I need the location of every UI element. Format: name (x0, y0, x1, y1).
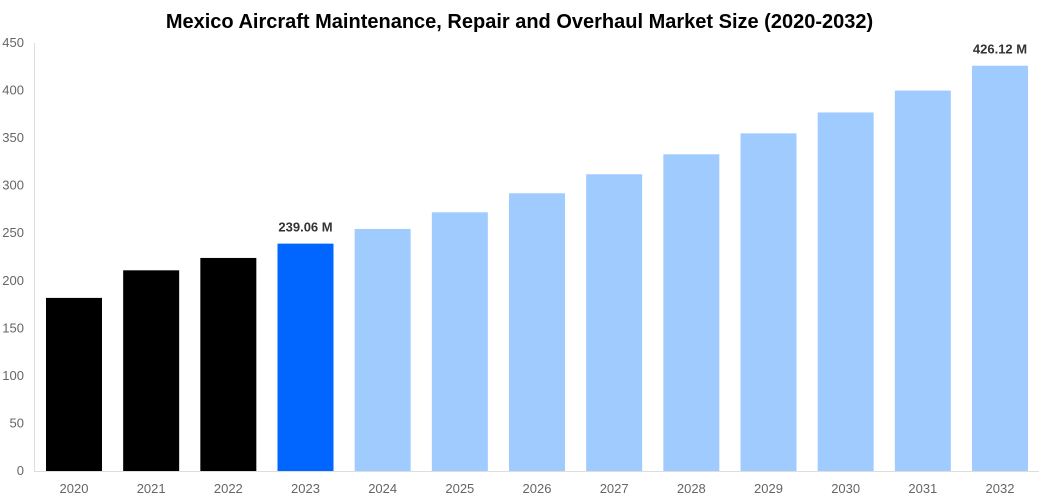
bar-2024 (354, 228, 411, 471)
y-tick-label: 450 (2, 35, 24, 50)
x-tick-label: 2020 (60, 481, 89, 496)
y-tick-label: 50 (10, 415, 24, 430)
y-tick-label: 150 (2, 320, 24, 335)
chart-title: Mexico Aircraft Maintenance, Repair and … (166, 11, 873, 33)
y-tick-label: 200 (2, 273, 24, 288)
x-tick-label: 2021 (137, 481, 166, 496)
x-tick-label: 2022 (214, 481, 243, 496)
y-tick-label: 250 (2, 225, 24, 240)
x-tick-label: 2029 (754, 481, 783, 496)
bar-2028 (663, 154, 720, 471)
x-tick-label: 2027 (600, 481, 629, 496)
bar-2029 (740, 133, 797, 471)
data-label: 239.06 M (278, 220, 332, 235)
x-tick-label: 2025 (445, 481, 474, 496)
y-tick-label: 350 (2, 130, 24, 145)
y-tick-label: 0 (17, 463, 24, 478)
x-tick-label: 2028 (677, 481, 706, 496)
x-tick-label: 2030 (831, 481, 860, 496)
bar-2020 (46, 297, 102, 471)
y-tick-label: 100 (2, 368, 24, 383)
x-tick-label: 2031 (908, 481, 937, 496)
bar-2023 (277, 243, 334, 471)
bar-2022 (200, 257, 257, 471)
x-tick-label: 2024 (368, 481, 397, 496)
y-tick-label: 300 (2, 178, 24, 193)
data-label: 426.12 M (973, 42, 1027, 57)
bar-2027 (586, 174, 643, 471)
y-tick-label: 400 (2, 83, 24, 98)
x-tick-label: 2026 (523, 481, 552, 496)
bar-2021 (123, 270, 180, 471)
x-tick-label: 2032 (986, 481, 1015, 496)
bar-2026 (509, 193, 565, 471)
bar-2030 (817, 112, 874, 471)
bar-2025 (431, 212, 488, 471)
bar-2032 (972, 65, 1028, 472)
bar-2031 (894, 90, 951, 472)
x-tick-label: 2023 (291, 481, 320, 496)
